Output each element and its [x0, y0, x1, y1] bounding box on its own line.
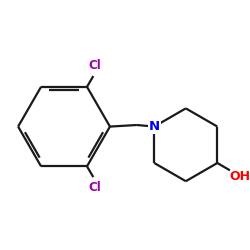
- Text: OH: OH: [230, 170, 250, 183]
- Text: Cl: Cl: [88, 181, 101, 194]
- Text: N: N: [149, 120, 160, 133]
- Text: Cl: Cl: [88, 59, 101, 72]
